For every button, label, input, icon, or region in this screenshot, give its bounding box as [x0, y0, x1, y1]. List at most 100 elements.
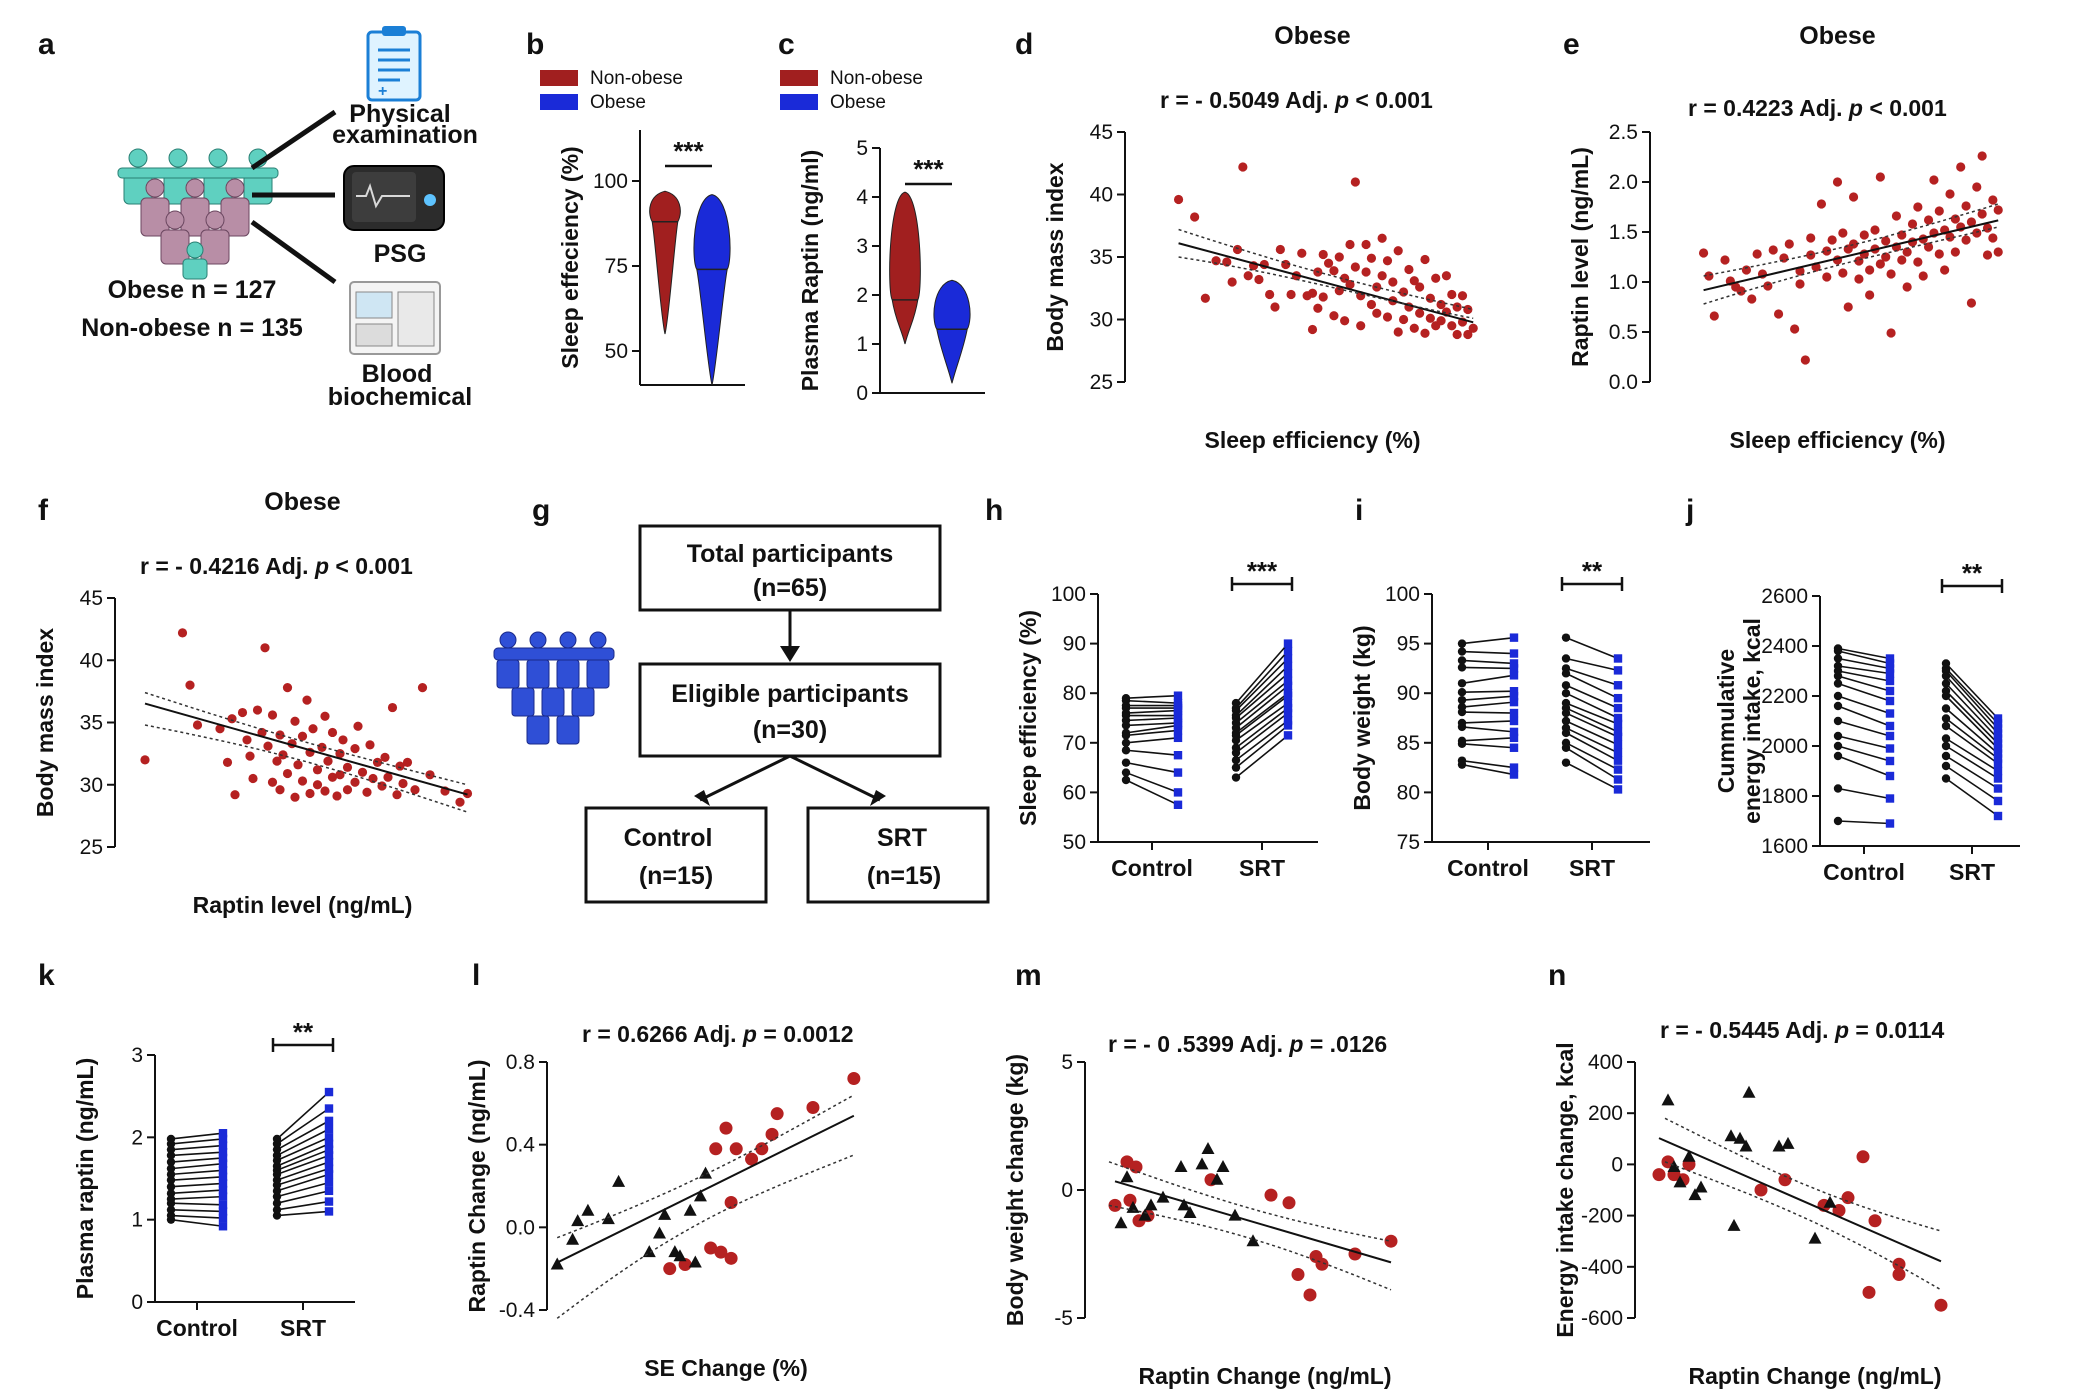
- data-point: [1752, 249, 1762, 259]
- post-point: [218, 1147, 228, 1157]
- pair-line: [1945, 695, 1999, 750]
- violin-obese: [933, 279, 971, 384]
- pair-line: [276, 1190, 330, 1204]
- pair-line: [1945, 675, 1999, 735]
- y-tick-label: 90: [1397, 682, 1420, 705]
- people-group-icon: [117, 148, 279, 280]
- data-point: [1902, 282, 1912, 292]
- post-point: [1885, 794, 1895, 803]
- data-point-circle: [1856, 1150, 1870, 1164]
- pair-line: [170, 1189, 224, 1195]
- data-point: [1329, 266, 1339, 276]
- post-point: [1173, 733, 1183, 743]
- post-point: [1283, 721, 1293, 730]
- post-point: [1613, 703, 1623, 713]
- y-tick-label: 0.0: [1609, 371, 1638, 394]
- pair-line: [1461, 674, 1515, 685]
- stat-r-prefix: r =: [1688, 95, 1723, 121]
- pre-point: [1457, 736, 1467, 746]
- pair-line: [1837, 650, 1891, 665]
- stat-r-value: - 0.4216: [175, 553, 259, 579]
- pair-line: [170, 1151, 224, 1157]
- data-point-triangle: [1823, 1195, 1837, 1208]
- data-point-circle: [1315, 1257, 1329, 1271]
- data-point: [1452, 302, 1462, 312]
- stat-p-text: < 0.001: [1869, 95, 1947, 121]
- significance-label: ***: [913, 154, 944, 184]
- stats-text: r = 0.4223 Adj. p < 0.001: [1688, 95, 1947, 121]
- y-tick-label: 90: [1063, 633, 1086, 656]
- y-tick-label: 5: [1061, 1051, 1073, 1074]
- pair-line: [1461, 690, 1515, 694]
- data-point: [350, 777, 360, 787]
- data-point: [312, 780, 323, 790]
- pre-point: [1457, 639, 1467, 648]
- pre-point: [166, 1194, 176, 1204]
- post-point: [1283, 669, 1293, 678]
- pre-point: [1457, 663, 1467, 672]
- y-tick-label: 2.5: [1609, 121, 1638, 144]
- confidence-band: [144, 724, 468, 813]
- item-label: biochemical: [328, 383, 473, 411]
- significance-label: ***: [1247, 556, 1278, 586]
- data-point: [1709, 311, 1719, 321]
- data-point: [1436, 316, 1446, 326]
- post-point: [1283, 708, 1293, 718]
- data-point: [1340, 273, 1350, 283]
- post-point: [1613, 756, 1623, 765]
- pair-line: [1235, 724, 1289, 769]
- pair-line: [1565, 727, 1619, 754]
- data-point-triangle: [1694, 1180, 1708, 1193]
- data-point: [1254, 274, 1264, 285]
- data-point: [1859, 230, 1869, 240]
- data-point: [1934, 249, 1944, 259]
- pair-line: [170, 1162, 224, 1170]
- data-point-circle: [1868, 1214, 1882, 1228]
- data-point: [1382, 256, 1393, 266]
- x-axis-label: Sleep efficiency (%): [1204, 427, 1420, 453]
- x-category-label: Control: [1111, 855, 1193, 881]
- y-axis-label: Raptin Change (ng/mL): [464, 1060, 490, 1313]
- x-axis-label: Raptin Change (ng/mL): [1139, 1363, 1392, 1389]
- post-point: [218, 1129, 228, 1138]
- data-point: [1318, 249, 1328, 260]
- data-point: [282, 768, 293, 779]
- post-point: [1993, 774, 2003, 783]
- y-axis-label: Sleep effeciency (%): [557, 146, 583, 368]
- confidence-band: [1664, 1117, 1942, 1232]
- pair-line: [1945, 777, 1999, 817]
- significance-label: **: [293, 1017, 314, 1047]
- data-point: [1190, 212, 1200, 222]
- item-label: Blood: [362, 360, 433, 388]
- post-point: [1885, 731, 1895, 741]
- post-point: [1509, 687, 1519, 696]
- post-point: [1993, 811, 2003, 821]
- pair-line: [1837, 820, 1891, 825]
- post-point: [218, 1166, 228, 1175]
- pair-line: [1125, 724, 1179, 734]
- post-point: [1613, 740, 1623, 749]
- confidence-band: [1664, 1161, 1942, 1291]
- data-point: [1232, 244, 1243, 255]
- y-tick-label: 4: [856, 186, 868, 209]
- y-tick-label: 1.0: [1609, 271, 1638, 294]
- data-point: [290, 792, 300, 802]
- post-point: [324, 1104, 334, 1113]
- pair-line: [1565, 747, 1619, 781]
- panel-g: g Total participants (n=65) Eligible par…: [493, 494, 990, 904]
- data-point: [1865, 290, 1875, 300]
- chart-j: j 1600 1800 2000 2200 2400 2600 Cummulative ener…: [1685, 494, 2020, 885]
- data-point: [1425, 313, 1435, 323]
- pair-line: [170, 1218, 224, 1228]
- pair-line: [1945, 707, 1999, 755]
- pair-line: [1125, 779, 1179, 806]
- data-point: [365, 740, 375, 750]
- panel-label-a: a: [38, 28, 55, 61]
- pair-line: [1837, 787, 1891, 800]
- y-tick-label: 25: [80, 836, 103, 859]
- data-point-circle: [847, 1072, 861, 1086]
- post-point: [1173, 726, 1183, 735]
- post-point: [1173, 788, 1183, 797]
- control-n: (n=15): [639, 862, 713, 890]
- post-point: [1613, 785, 1623, 794]
